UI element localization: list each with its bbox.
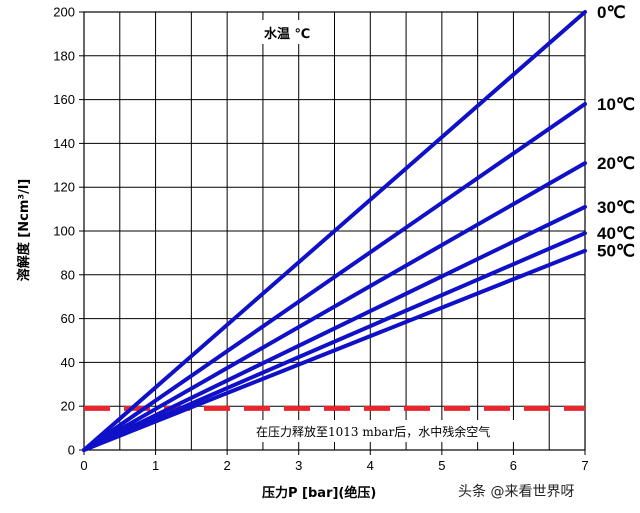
y-tick-label: 0	[68, 443, 75, 458]
x-tick-label: 7	[581, 458, 588, 473]
x-tick-label: 2	[224, 458, 231, 473]
y-tick-label: 40	[61, 355, 75, 370]
series-label: 20℃	[597, 154, 635, 173]
x-axis-label: 压力P [bar](绝压)	[262, 485, 376, 501]
x-tick-label: 4	[367, 458, 374, 473]
series-label: 50℃	[597, 242, 635, 261]
x-tick-label: 6	[510, 458, 517, 473]
x-axis-ticks: 0 1 2 3 4 5 6 7	[80, 450, 588, 473]
y-tick-label: 20	[61, 399, 75, 414]
x-tick-label: 1	[152, 458, 159, 473]
series-labels: 0℃ 10℃ 20℃ 30℃ 40℃50℃	[597, 3, 635, 261]
y-tick-label: 160	[53, 92, 75, 107]
y-tick-label: 120	[53, 180, 75, 195]
y-tick-label: 140	[53, 136, 75, 151]
y-axis-ticks: 0 20 40 60 80 100 120 140 160 180 200	[53, 5, 84, 458]
y-tick-label: 80	[61, 267, 75, 282]
y-tick-label: 60	[61, 311, 75, 326]
y-tick-label: 100	[53, 224, 75, 239]
y-axis-label: 溶解度 [Ncm³/l]	[16, 179, 32, 281]
y-tick-label: 200	[53, 5, 75, 20]
series-label: 30℃	[597, 198, 635, 217]
y-tick-label: 180	[53, 48, 75, 63]
x-tick-label: 3	[295, 458, 302, 473]
watermark: 头条 @来看世界呀	[458, 483, 574, 500]
x-tick-label: 5	[438, 458, 445, 473]
series-label: 10℃	[597, 95, 635, 114]
series-label: 40℃	[597, 224, 635, 243]
series-label: 0℃	[597, 3, 626, 22]
reference-line-label: 在压力释放至1013 mbar后，水中残余空气	[256, 424, 490, 439]
legend-title: 水温 ℃	[264, 26, 310, 42]
x-tick-label: 0	[80, 458, 87, 473]
